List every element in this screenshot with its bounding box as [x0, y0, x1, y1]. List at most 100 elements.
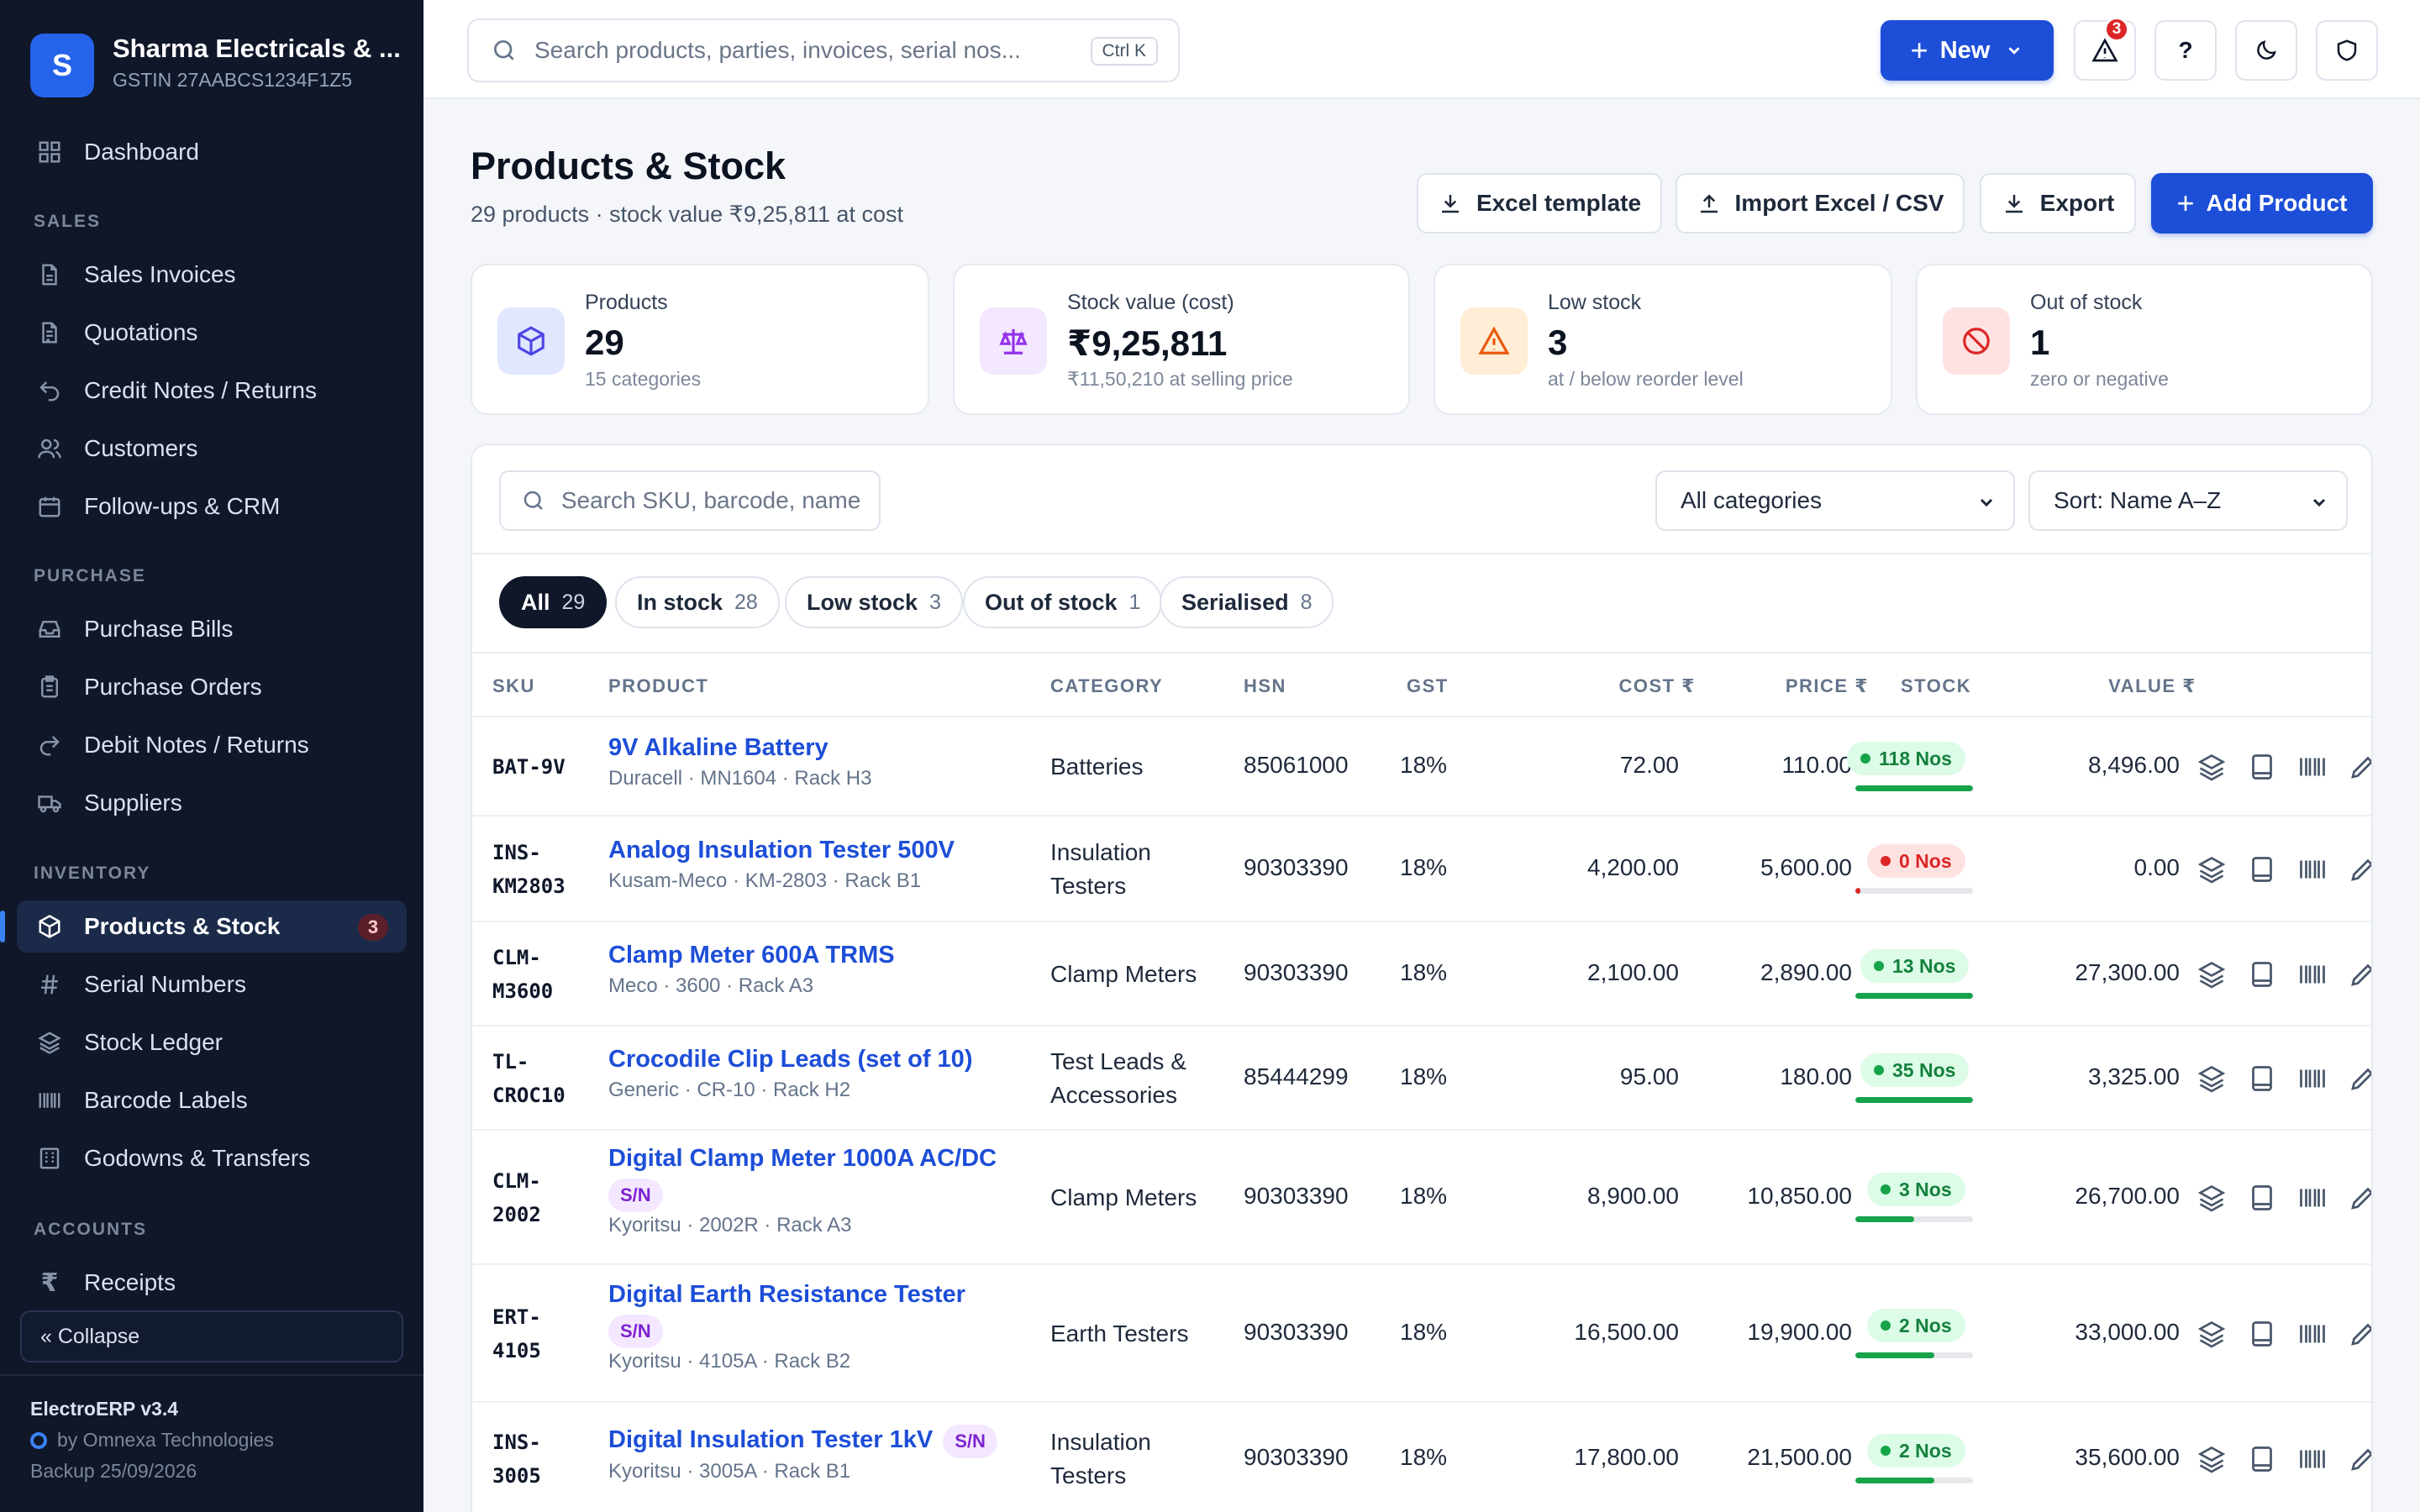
- barcode-icon[interactable]: [2297, 1319, 2328, 1349]
- edit-icon[interactable]: [2348, 959, 2373, 990]
- product-name-link[interactable]: Digital Insulation Tester 1kV: [608, 1426, 934, 1453]
- chip-all[interactable]: All 29: [499, 576, 608, 628]
- book-icon[interactable]: [2247, 959, 2277, 990]
- category-select[interactable]: All categories: [1655, 470, 2015, 531]
- table-row[interactable]: CLM- M3600 Clamp Meter 600A TRMS Meco · 3…: [472, 922, 2371, 1026]
- help-button[interactable]: ?: [2154, 20, 2217, 81]
- sidebar-item-quotations[interactable]: Quotations: [17, 307, 407, 359]
- sidebar-item-stock-ledger[interactable]: Stock Ledger: [17, 1016, 407, 1068]
- barcode-icon[interactable]: [2297, 752, 2328, 782]
- barcode-icon[interactable]: [2297, 1444, 2328, 1474]
- alerts-button[interactable]: 3: [2074, 17, 2136, 81]
- book-icon[interactable]: [2247, 1319, 2277, 1349]
- book-icon[interactable]: [2247, 752, 2277, 782]
- sidebar-item-barcode-labels[interactable]: Barcode Labels: [17, 1074, 407, 1126]
- collapse-sidebar-button[interactable]: « Collapse: [20, 1310, 403, 1362]
- book-icon[interactable]: [2247, 1444, 2277, 1474]
- export-button[interactable]: Export: [1980, 173, 2136, 234]
- col-category[interactable]: CATEGORY: [1050, 675, 1164, 696]
- chip-count: 29: [561, 590, 586, 614]
- global-search[interactable]: Ctrl K: [467, 18, 1180, 82]
- table-row[interactable]: BAT-9V 9V Alkaline Battery Duracell · MN…: [472, 717, 2371, 816]
- sidebar-item-credit-notes[interactable]: Credit Notes / Returns: [17, 365, 407, 417]
- col-value[interactable]: VALUE ₹: [2108, 675, 2196, 696]
- product-name-link[interactable]: Clamp Meter 600A TRMS: [608, 942, 895, 969]
- table-row[interactable]: INS- 3005 Digital Insulation Tester 1kV S/…: [472, 1403, 2371, 1512]
- sidebar-item-customers[interactable]: Customers: [17, 423, 407, 475]
- sidebar-item-serial-numbers[interactable]: Serial Numbers: [17, 958, 407, 1011]
- sidebar-item-debit-notes[interactable]: Debit Notes / Returns: [17, 719, 407, 771]
- chip-low-stock[interactable]: Low stock 3: [785, 576, 963, 628]
- table-row[interactable]: CLM- 2002 Digital Clamp Meter 1000A AC/DC…: [472, 1131, 2371, 1265]
- sidebar-item-purchase-bills[interactable]: Purchase Bills: [17, 603, 407, 655]
- chip-out-of-stock[interactable]: Out of stock 1: [963, 576, 1163, 628]
- edit-icon[interactable]: [2348, 1063, 2373, 1094]
- product-name-line: 9V Alkaline Battery: [608, 730, 1028, 765]
- chip-in-stock[interactable]: In stock 28: [615, 576, 780, 628]
- edit-icon[interactable]: [2348, 1444, 2373, 1474]
- table-row[interactable]: ERT- 4105 Digital Earth Resistance Tester…: [472, 1265, 2371, 1403]
- edit-icon[interactable]: [2348, 1319, 2373, 1349]
- col-sku[interactable]: SKU: [492, 675, 535, 696]
- table-row[interactable]: INS- KM2803 Analog Insulation Tester 500V…: [472, 816, 2371, 922]
- stock-ledger-icon[interactable]: [2196, 1319, 2227, 1349]
- product-search[interactable]: [499, 470, 881, 531]
- product-name-link[interactable]: Digital Earth Resistance Tester: [608, 1281, 965, 1308]
- chip-count: 28: [734, 590, 758, 614]
- col-gst[interactable]: GST: [1407, 675, 1449, 696]
- stock-ledger-icon[interactable]: [2196, 854, 2227, 885]
- barcode-icon[interactable]: [2297, 854, 2328, 885]
- col-cost[interactable]: COST ₹: [1618, 675, 1696, 696]
- stock-ledger-icon[interactable]: [2196, 1183, 2227, 1213]
- sidebar-item-receipts[interactable]: ₹ Receipts: [17, 1257, 407, 1309]
- chip-serialised[interactable]: Serialised 8: [1160, 576, 1334, 628]
- book-icon[interactable]: [2247, 854, 2277, 885]
- product-name-link[interactable]: Digital Clamp Meter 1000A AC/DC: [608, 1145, 997, 1172]
- box-icon: [497, 307, 565, 375]
- stock-ledger-icon[interactable]: [2196, 752, 2227, 782]
- security-button[interactable]: [2316, 20, 2378, 81]
- product-name-link[interactable]: 9V Alkaline Battery: [608, 734, 829, 761]
- stock-ledger-icon[interactable]: [2196, 1444, 2227, 1474]
- theme-toggle-button[interactable]: [2235, 20, 2297, 81]
- col-hsn[interactable]: HSN: [1244, 675, 1286, 696]
- search-shortcut-hint: Ctrl K: [1090, 37, 1158, 66]
- product-name-link[interactable]: Analog Insulation Tester 500V: [608, 837, 955, 864]
- sidebar-item-followups[interactable]: Follow-ups & CRM: [17, 480, 407, 533]
- excel-template-button[interactable]: Excel template: [1417, 173, 1662, 234]
- sidebar-item-sales-invoices[interactable]: Sales Invoices: [17, 249, 407, 301]
- barcode-icon[interactable]: [2297, 1063, 2328, 1094]
- book-icon[interactable]: [2247, 1183, 2277, 1213]
- product-name-link[interactable]: Crocodile Clip Leads (set of 10): [608, 1046, 973, 1073]
- col-product[interactable]: PRODUCT: [608, 675, 709, 696]
- category-line-2: Testers: [1050, 1462, 1127, 1488]
- barcode-icon[interactable]: [2297, 959, 2328, 990]
- sku-cell: ERT- 4105: [492, 1300, 602, 1368]
- col-stock[interactable]: STOCK: [1901, 675, 1972, 696]
- sidebar-item-suppliers[interactable]: Suppliers: [17, 777, 407, 829]
- barcode-icon[interactable]: [2297, 1183, 2328, 1213]
- stock-ledger-icon[interactable]: [2196, 1063, 2227, 1094]
- export-label: Export: [2039, 190, 2115, 216]
- book-icon[interactable]: [2247, 1063, 2277, 1094]
- col-price[interactable]: PRICE ₹: [1785, 675, 1869, 696]
- sidebar-item-purchase-orders[interactable]: Purchase Orders: [17, 661, 407, 713]
- sidebar-item-godowns[interactable]: Godowns & Transfers: [17, 1132, 407, 1184]
- edit-icon[interactable]: [2348, 854, 2373, 885]
- global-search-input[interactable]: [534, 37, 1072, 64]
- price-cell: 19,900.00: [1747, 1319, 1852, 1345]
- import-button[interactable]: Import Excel / CSV: [1676, 173, 1965, 234]
- sidebar-item-dashboard[interactable]: Dashboard: [17, 126, 407, 178]
- company-switcher[interactable]: S Sharma Electricals & ... GSTIN 27AABCS…: [30, 30, 401, 97]
- cost-cell: 16,500.00: [1574, 1319, 1679, 1345]
- table-row[interactable]: TL- CROC10 Crocodile Clip Leads (set of 1…: [472, 1026, 2371, 1131]
- sidebar-item-products-stock[interactable]: Products & Stock 3: [0, 900, 407, 953]
- product-search-input[interactable]: [560, 487, 879, 514]
- add-product-button[interactable]: + Add Product: [2151, 173, 2373, 234]
- stock-ledger-icon[interactable]: [2196, 959, 2227, 990]
- edit-icon[interactable]: [2348, 1183, 2373, 1213]
- new-menu-button[interactable]: + New: [1881, 20, 2054, 81]
- sort-select[interactable]: Sort: Name A–Z: [2028, 470, 2348, 531]
- sidebar-item-label: Stock Ledger: [84, 1029, 223, 1055]
- edit-icon[interactable]: [2348, 752, 2373, 782]
